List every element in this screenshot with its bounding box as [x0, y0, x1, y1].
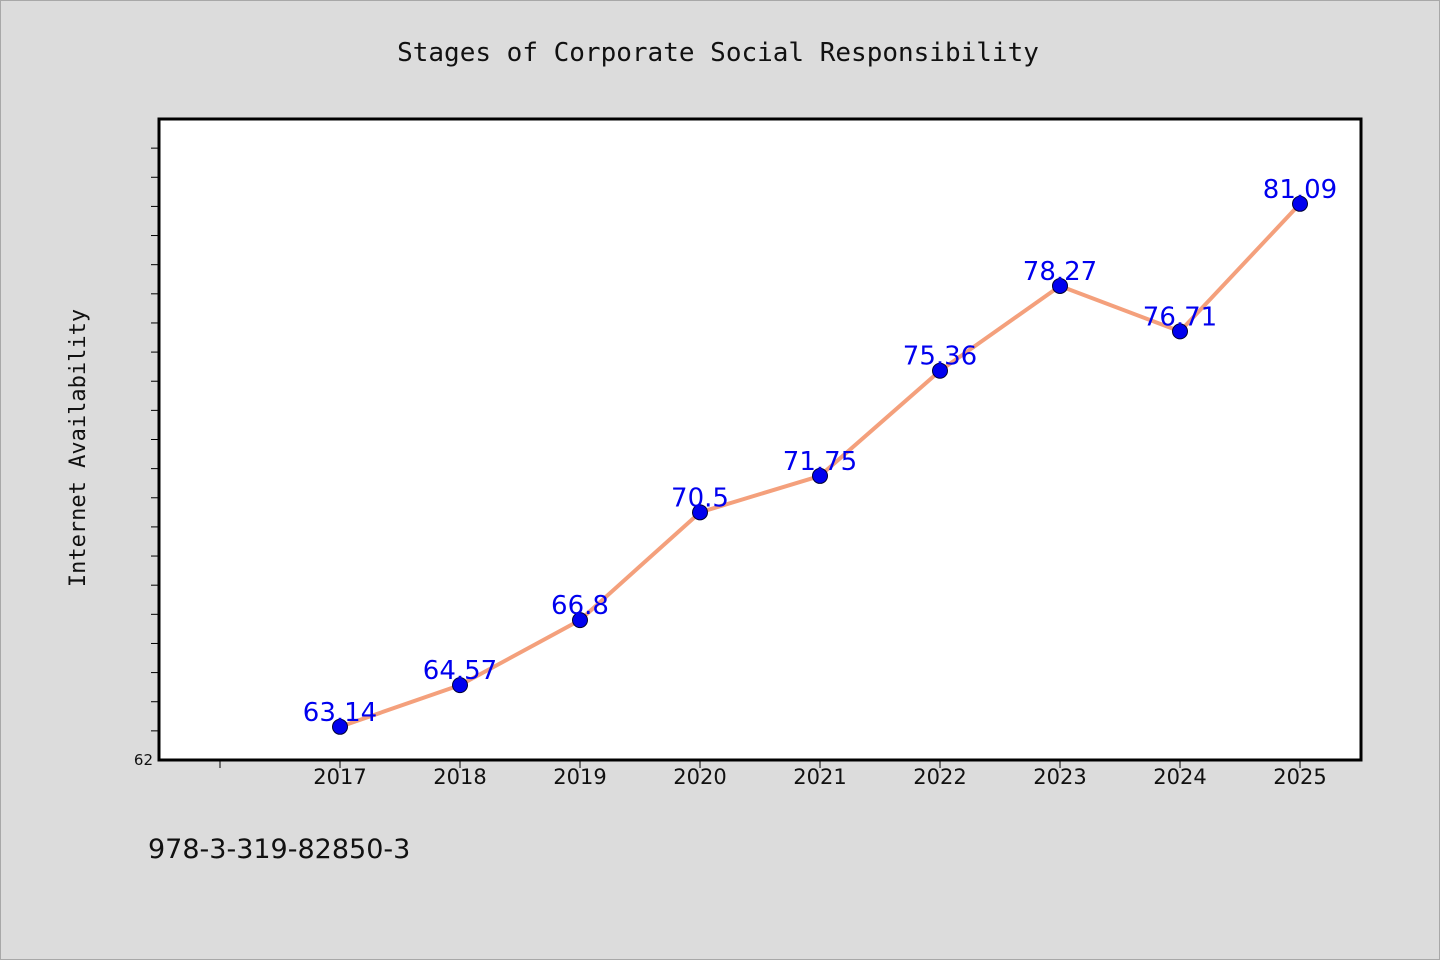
- footer-code: 978-3-319-82850-3: [148, 834, 411, 865]
- data-label: 75.36: [903, 342, 977, 372]
- data-label: 64.57: [423, 656, 497, 686]
- data-point: [332, 718, 348, 735]
- x-tick-label: 2024: [1153, 765, 1206, 789]
- data-point: [812, 467, 828, 484]
- chart-title: Stages of Corporate Social Responsibilit…: [397, 38, 1039, 68]
- data-point: [572, 612, 588, 629]
- x-tick-label: 2017: [313, 765, 366, 789]
- data-label: 70.5: [671, 483, 729, 513]
- y-axis-label: Internet Availability: [66, 309, 91, 587]
- data-label: 81.09: [1263, 175, 1337, 205]
- x-tick-label: 2018: [433, 765, 486, 789]
- data-point: [692, 504, 708, 521]
- data-point: [932, 362, 948, 379]
- data-label: 63.14: [303, 698, 377, 728]
- data-point: [1052, 277, 1068, 294]
- plot-area: [157, 117, 1363, 762]
- x-tick-label: 2022: [913, 765, 966, 789]
- data-label: 76.71: [1143, 302, 1217, 332]
- x-tick-label: 2021: [793, 765, 846, 789]
- data-point: [452, 677, 468, 694]
- data-label: 78.27: [1023, 257, 1097, 287]
- data-label: 71.75: [783, 447, 857, 477]
- x-tick-label: 2023: [1033, 765, 1086, 789]
- x-tick-label: 2019: [553, 765, 606, 789]
- data-point: [1292, 195, 1308, 212]
- y-tick-label: 62: [134, 751, 153, 769]
- data-label: 66.8: [551, 591, 609, 621]
- x-tick-label: 2025: [1273, 765, 1326, 789]
- x-tick-label: 2020: [673, 765, 726, 789]
- data-point: [1172, 323, 1188, 340]
